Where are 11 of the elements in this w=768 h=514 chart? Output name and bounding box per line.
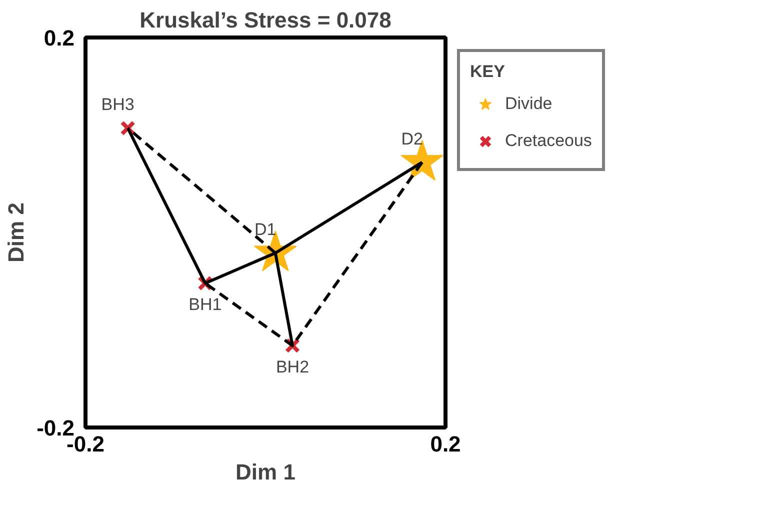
annotation: D2	[401, 129, 423, 148]
legend-label: Cretaceous	[505, 131, 592, 151]
y-axis-title: Dim 2	[4, 202, 29, 262]
annotation: BH3	[101, 95, 134, 114]
chart-title: Kruskal’s Stress = 0.078	[140, 8, 392, 32]
annotation: BH1	[188, 295, 222, 314]
legend-title: KEY	[470, 62, 506, 82]
x-axis-title: Dim 1	[236, 460, 296, 484]
legend-label: Divide	[505, 94, 552, 114]
annotation: D1	[254, 220, 276, 239]
annotation: BH2	[276, 358, 310, 377]
